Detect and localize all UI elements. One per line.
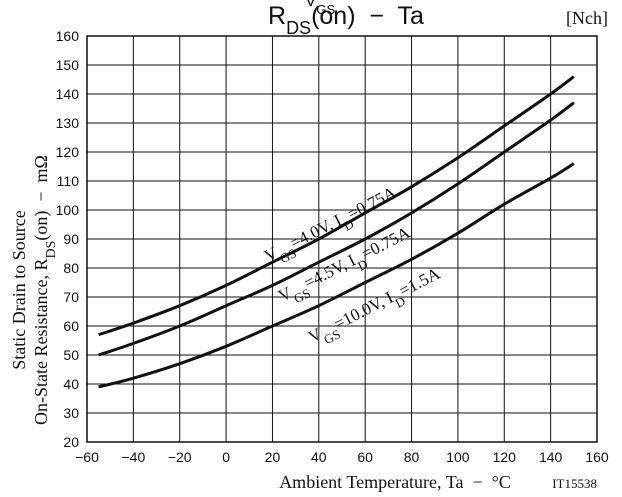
x-tick-label: 40 [311, 449, 327, 465]
x-tick-label: 20 [265, 449, 281, 465]
x-axis-label: Ambient Temperature, Ta − °C [279, 472, 511, 492]
figure-code: IT15538 [552, 476, 597, 491]
y-tick-label: 120 [56, 144, 80, 160]
curves [98, 75, 575, 389]
y-tick-label: 30 [63, 405, 79, 421]
x-tick-label: 140 [539, 449, 563, 465]
y-tick-label: 80 [63, 260, 79, 276]
y-tick-label: 140 [56, 86, 80, 102]
x-tick-labels: −60 −40 −20 0 20 40 60 80 100 120 140 160 [75, 449, 609, 465]
y-axis-label-line1: Static Drain to Source [9, 210, 29, 369]
x-tick-label: −60 [75, 449, 99, 465]
series-line-2 [98, 162, 575, 389]
y-tick-label: 90 [63, 231, 79, 247]
series-line-1 [98, 101, 575, 357]
chart-title: RDS(on) − Ta [268, 2, 424, 38]
x-tick-label: −40 [121, 449, 145, 465]
y-tick-label: 60 [63, 318, 79, 334]
x-tick-label: 60 [357, 449, 373, 465]
y-tick-label: 50 [63, 347, 79, 363]
grid [87, 36, 597, 442]
y-tick-label: 130 [56, 115, 80, 131]
series-line-0 [98, 75, 575, 337]
y-tick-label: 40 [63, 376, 79, 392]
svg-text:VGS=4.0V, ID=0.75A: VGS=4.0V, ID=0.75A [261, 182, 402, 271]
y-tick-label: 70 [63, 289, 79, 305]
y-axis-label-line2: On-State Resistance, RDS(on) − mΩ [31, 155, 59, 425]
x-tick-label: 0 [222, 449, 230, 465]
x-tick-label: −20 [168, 449, 192, 465]
y-tick-label: 20 [63, 434, 79, 450]
y-tick-label: 110 [57, 173, 80, 189]
channel-badge: [Nch] [566, 8, 608, 28]
x-tick-label: 100 [446, 449, 470, 465]
x-tick-label: 80 [404, 449, 420, 465]
y-tick-label: 160 [56, 28, 80, 44]
y-tick-label: 150 [56, 57, 80, 73]
x-tick-label: 160 [585, 449, 609, 465]
x-tick-label: 120 [493, 449, 517, 465]
y-axis-label: Static Drain to Source On-State Resistan… [9, 155, 59, 425]
y-tick-label: 100 [56, 202, 80, 218]
y-tick-labels: 20 30 40 50 60 70 80 90 100 110 120 130 140 150 160 [56, 28, 80, 450]
curve-label-vgs-4v: VGS=4.0V, ID=0.75A [261, 182, 402, 271]
plot-frame [86, 35, 598, 443]
